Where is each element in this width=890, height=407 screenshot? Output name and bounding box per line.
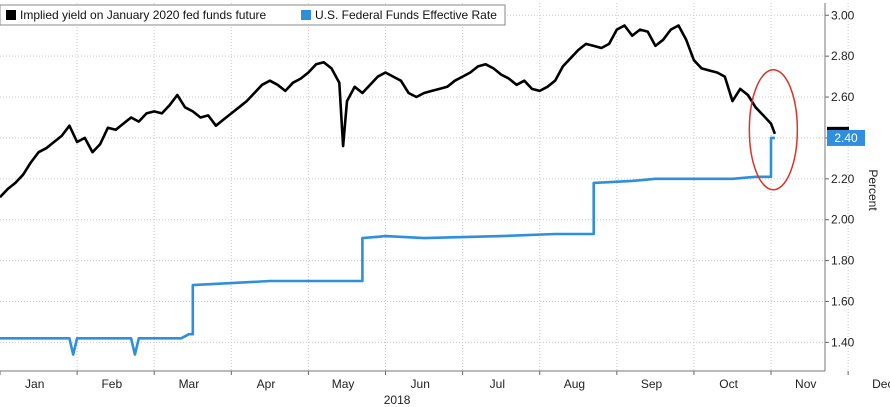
x-tick-label: Aug — [564, 377, 585, 391]
y-tick-label: 1.80 — [831, 254, 855, 268]
y-tick-label: 1.40 — [831, 335, 855, 349]
y-tick-label: 3.00 — [831, 8, 855, 22]
y-tick-label: 2.80 — [831, 49, 855, 63]
x-tick-label: Jan — [25, 377, 44, 391]
x-tick-label: Sep — [641, 377, 663, 391]
legend-box — [0, 4, 506, 26]
legend-swatch-implied-yield — [6, 10, 16, 20]
highlight — [748, 69, 799, 191]
labels: 2.40 — [827, 126, 865, 146]
y-tick-label: 1.60 — [831, 294, 855, 308]
x-tick-label: Jul — [490, 377, 505, 391]
legend-swatch-effective-rate — [301, 10, 311, 20]
legend: Implied yield on January 2020 fed funds … — [0, 4, 506, 26]
highlight-ellipse — [748, 69, 799, 191]
series-line-implied-yield — [0, 24, 777, 199]
x-tick-label: Apr — [257, 377, 276, 391]
x-tick-label: Nov — [795, 377, 816, 391]
x-tick-label: Oct — [719, 377, 738, 391]
series — [0, 24, 777, 356]
y-tick-label: 2.20 — [831, 172, 855, 186]
axes: 3.00 2.80 2.60 2.40 2.20 2.00 1.80 1.60 1.40 Jan F… — [0, 3, 890, 407]
x-tick-label: Dec — [872, 377, 890, 391]
x-tick-label: Mar — [179, 377, 200, 391]
legend-label-effective-rate: U.S. Federal Funds Effective Rate — [315, 8, 497, 22]
year-label: 2018 — [384, 393, 411, 407]
y-axis-title: Percent — [866, 169, 880, 211]
last-value-label: 2.40 — [834, 131, 858, 145]
grid — [0, 3, 849, 371]
series-line-effective-rate — [0, 136, 775, 356]
y-tick-label: 2.60 — [831, 90, 855, 104]
x-tick-label: May — [332, 377, 355, 391]
y-tick-label: 2.00 — [831, 213, 855, 227]
x-tick-label: Jun — [411, 377, 430, 391]
legend-label-implied-yield: Implied yield on January 2020 fed funds … — [20, 8, 266, 22]
last-value-tag-effective-rate — [827, 129, 865, 146]
x-tick-label: Feb — [101, 377, 122, 391]
